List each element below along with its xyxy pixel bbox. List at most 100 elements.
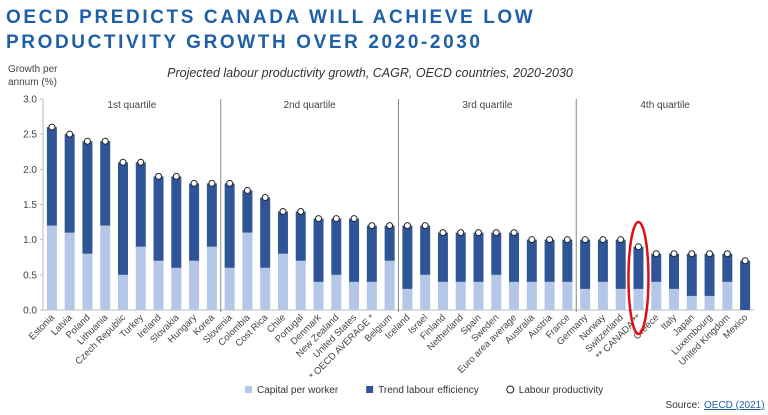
- bar-segment: [704, 253, 715, 296]
- y-tick-label: 0.0: [23, 306, 37, 317]
- section-label: 2nd quartile: [283, 100, 336, 111]
- bar-segment: [597, 239, 608, 282]
- point: [599, 236, 607, 244]
- point: [155, 172, 163, 180]
- bar-segment: [740, 260, 751, 310]
- bar-segment: [242, 232, 253, 310]
- bar-segment: [117, 162, 128, 275]
- highlight-ring: [627, 220, 650, 336]
- bar-segment: [366, 225, 377, 282]
- bar-segment: [384, 225, 395, 261]
- point: [741, 257, 749, 265]
- bar-segment: [455, 232, 466, 282]
- bar-segment: [135, 162, 146, 247]
- point: [350, 215, 358, 223]
- bar-segment: [82, 141, 93, 254]
- bar-segment: [669, 288, 680, 310]
- point: [297, 208, 305, 216]
- bar-segment: [562, 239, 573, 282]
- bar-segment: [526, 239, 537, 282]
- legend-label: Capital per worker: [257, 385, 339, 396]
- point: [83, 137, 91, 145]
- point: [48, 123, 56, 131]
- section-label: 1st quartile: [107, 100, 156, 111]
- bar-segment: [651, 253, 662, 282]
- bar-segment: [633, 246, 644, 289]
- bar-segment: [100, 141, 111, 226]
- bar-segment: [437, 281, 448, 310]
- bar-segment: [117, 274, 128, 310]
- bar-segment: [224, 183, 235, 268]
- bar-segment: [100, 225, 111, 310]
- point: [670, 250, 678, 258]
- bar-segment: [384, 260, 395, 310]
- bar-segment: [722, 253, 733, 282]
- point: [617, 236, 625, 244]
- point: [119, 158, 127, 166]
- bar-segment: [260, 267, 271, 310]
- bar-segment: [171, 176, 182, 268]
- legend-label: Labour productivity: [519, 385, 604, 396]
- bar-segment: [313, 281, 324, 310]
- point: [66, 130, 74, 138]
- bar-segment: [153, 176, 164, 261]
- bar-segment: [686, 295, 697, 310]
- bar-segment: [544, 281, 555, 310]
- legend-label: Trend labour efficiency: [378, 385, 479, 396]
- bar-segment: [526, 281, 537, 310]
- y-tick-label: 1.5: [23, 200, 37, 211]
- bar-segment: [509, 281, 520, 310]
- bar-segment: [651, 281, 662, 310]
- section-label: 4th quartile: [640, 100, 690, 111]
- bar-segment: [331, 218, 342, 275]
- point: [581, 236, 589, 244]
- bar-segment: [633, 288, 644, 310]
- bar-segment: [331, 274, 342, 310]
- y-tick-label: 0.5: [23, 270, 37, 281]
- bar-segment: [722, 281, 733, 310]
- chart-title: PRODUCTIVITY GROWTH OVER 2020-2030: [6, 32, 483, 53]
- source-link[interactable]: OECD (2021): [704, 400, 765, 411]
- bar-segment: [437, 232, 448, 282]
- bar-segment: [580, 239, 591, 289]
- point: [563, 236, 571, 244]
- y-tick-label: 1.0: [23, 235, 37, 246]
- point: [546, 236, 554, 244]
- bar-segment: [295, 211, 306, 261]
- bar-segment: [277, 211, 288, 254]
- bar-segment: [224, 267, 235, 310]
- legend-swatch: [366, 386, 374, 393]
- bar-segment: [206, 246, 217, 310]
- bar-segment: [135, 246, 146, 310]
- point: [492, 229, 500, 237]
- y-axis-label: annum (%): [8, 77, 57, 88]
- point: [634, 243, 642, 251]
- bar-segment: [597, 281, 608, 310]
- bar-segment: [260, 197, 271, 268]
- bar-segment: [64, 232, 75, 310]
- point: [368, 222, 376, 230]
- bar-segment: [242, 190, 253, 233]
- point: [279, 208, 287, 216]
- section-label: 3rd quartile: [462, 100, 512, 111]
- bar-segment: [46, 225, 57, 310]
- bar-segment: [402, 288, 413, 310]
- bar-segment: [313, 218, 324, 282]
- source-label: Source:: [666, 400, 700, 411]
- bar-segment: [455, 281, 466, 310]
- bar-segment: [491, 274, 502, 310]
- bar-segment: [206, 183, 217, 247]
- bar-segment: [171, 267, 182, 310]
- bar-segment: [473, 281, 484, 310]
- bar-segment: [491, 232, 502, 275]
- bar-segment: [704, 295, 715, 310]
- point: [528, 236, 536, 244]
- point: [190, 179, 198, 187]
- bar-segment: [420, 225, 431, 275]
- bar-segment: [295, 260, 306, 310]
- bar-segment: [189, 183, 200, 261]
- y-tick-label: 2.0: [23, 165, 37, 176]
- bar-segment: [402, 225, 413, 289]
- bar-segment: [615, 239, 626, 289]
- bar-segment: [580, 288, 591, 310]
